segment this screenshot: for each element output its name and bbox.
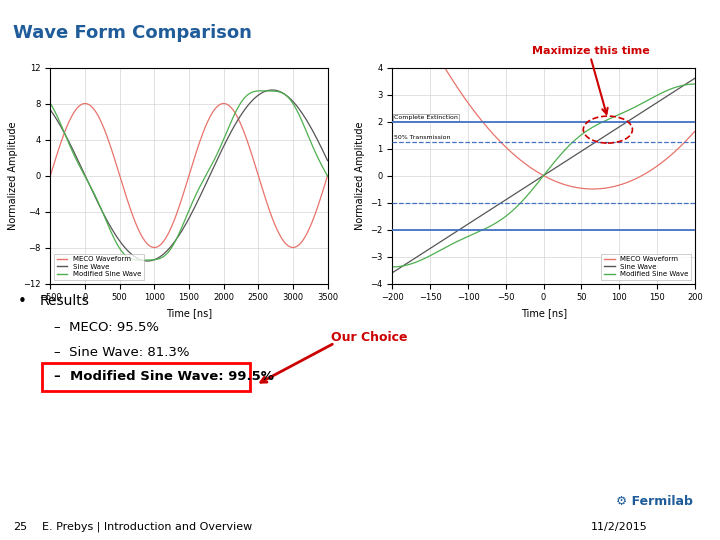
Text: –  Sine Wave: 81.3%: – Sine Wave: 81.3%	[54, 346, 189, 359]
X-axis label: Time [ns]: Time [ns]	[166, 308, 212, 318]
Legend: MECO Waveform, Sine Wave, Modified Sine Wave: MECO Waveform, Sine Wave, Modified Sine …	[54, 254, 144, 280]
Text: Our Choice: Our Choice	[331, 331, 408, 344]
Text: ⚙ Fermilab: ⚙ Fermilab	[616, 495, 693, 508]
Y-axis label: Normalized Amplitude: Normalized Amplitude	[8, 122, 17, 230]
Text: E. Prebys | Introduction and Overview: E. Prebys | Introduction and Overview	[42, 522, 252, 532]
Text: Complete Extinction: Complete Extinction	[394, 114, 458, 120]
Text: Maximize this time: Maximize this time	[531, 46, 649, 56]
X-axis label: Time [ns]: Time [ns]	[521, 308, 567, 318]
Text: –  MECO: 95.5%: – MECO: 95.5%	[54, 321, 159, 334]
Legend: MECO Waveform, Sine Wave, Modified Sine Wave: MECO Waveform, Sine Wave, Modified Sine …	[601, 254, 691, 280]
Text: 50% Transmission: 50% Transmission	[394, 135, 451, 140]
Text: Results: Results	[40, 294, 89, 308]
Text: 25: 25	[13, 522, 27, 532]
Text: Wave Form Comparison: Wave Form Comparison	[13, 24, 252, 42]
Y-axis label: Normalized Amplitude: Normalized Amplitude	[355, 122, 365, 230]
Text: •: •	[18, 294, 27, 309]
Text: –  Modified Sine Wave: 99.5%: – Modified Sine Wave: 99.5%	[54, 370, 274, 383]
Text: 11/2/2015: 11/2/2015	[590, 522, 647, 532]
